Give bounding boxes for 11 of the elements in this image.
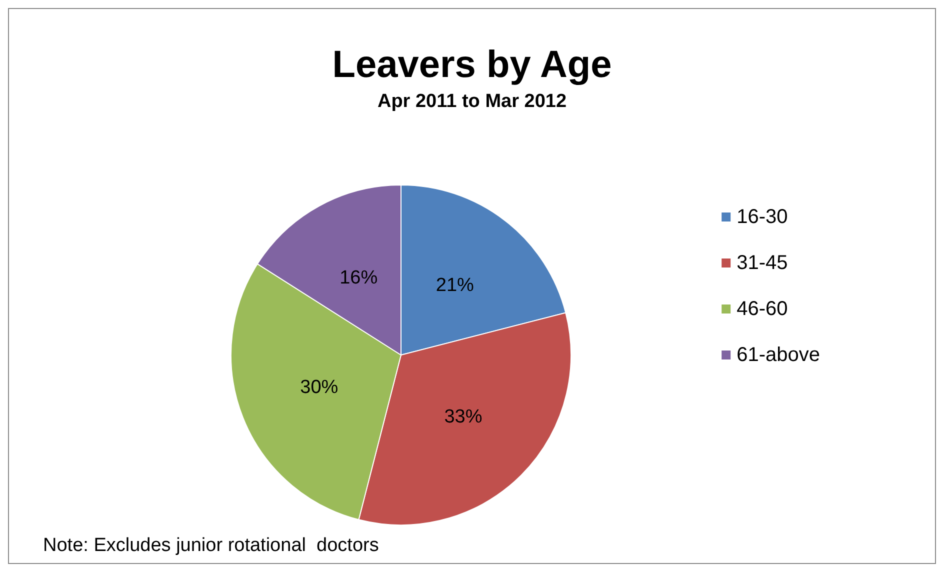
data-label: 21% <box>436 274 474 296</box>
legend-label: 16-30 <box>736 206 788 228</box>
data-label: 33% <box>444 406 482 428</box>
data-label: 30% <box>300 376 338 398</box>
legend-label: 61-above <box>736 344 820 366</box>
chart-title: Leavers by Age <box>332 44 612 86</box>
chart-subtitle: Apr 2011 to Mar 2012 <box>377 91 567 112</box>
data-label: 16% <box>340 267 378 288</box>
legend-label: 46-60 <box>736 298 788 320</box>
text: Note: Excludes junior rotational doctors <box>43 535 379 556</box>
legend-label: 31-45 <box>736 252 788 274</box>
